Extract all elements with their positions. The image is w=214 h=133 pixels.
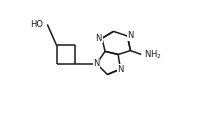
Text: NH$_2$: NH$_2$ bbox=[144, 48, 162, 61]
Text: N: N bbox=[96, 34, 102, 43]
Text: N: N bbox=[93, 59, 100, 68]
Text: N: N bbox=[117, 65, 124, 74]
Text: HO: HO bbox=[30, 20, 43, 29]
Text: N: N bbox=[127, 32, 134, 40]
